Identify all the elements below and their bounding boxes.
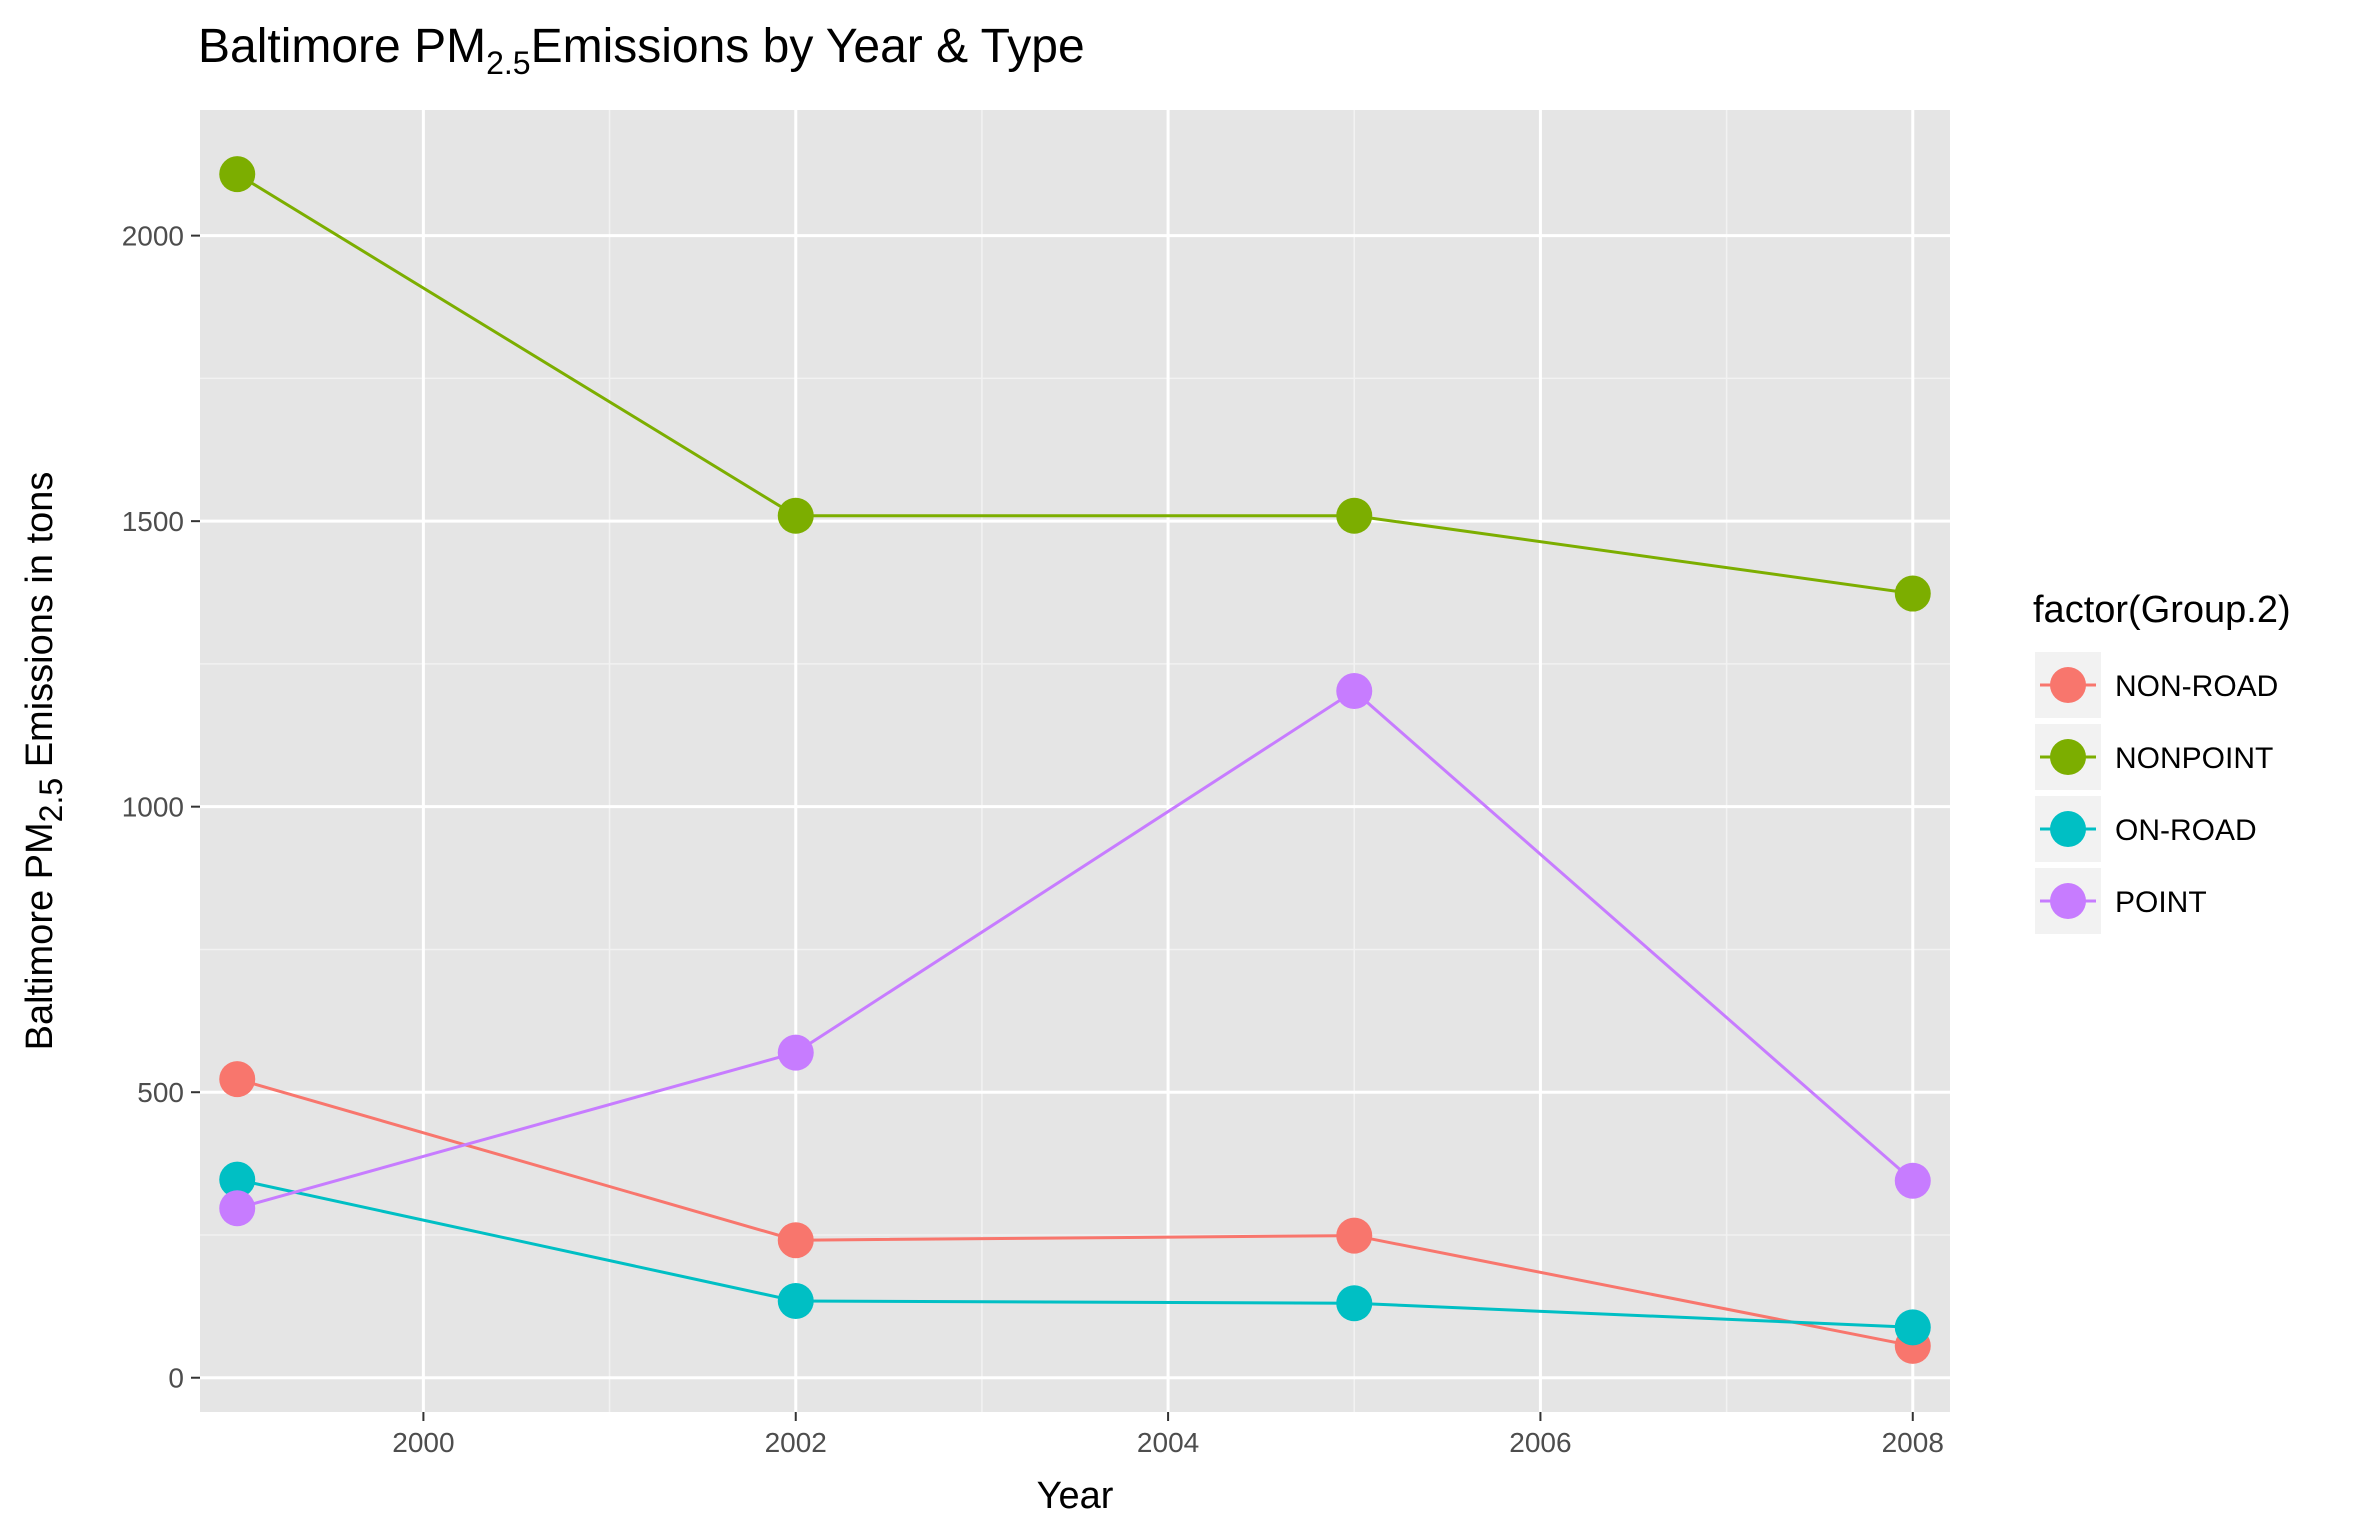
data-point-point — [1336, 673, 1373, 710]
chart-title: Baltimore PM2.5Emissions by Year & Type — [198, 20, 1085, 81]
chart-title-suffix: Emissions by Year & Type — [531, 20, 1085, 73]
y-tick-label: 0 — [168, 1363, 184, 1394]
data-point-on-road — [219, 1161, 256, 1198]
y-tick-label: 2000 — [122, 221, 184, 252]
legend-key-point — [2050, 883, 2086, 919]
data-point-point — [219, 1190, 256, 1227]
series-line-on-road — [236, 1178, 1913, 1329]
x-tick-label: 2002 — [765, 1427, 827, 1458]
y-axis-title-suffix: Emissions in tons — [19, 472, 61, 778]
x-tick-label: 2008 — [1882, 1427, 1944, 1458]
series-line-non-road — [236, 1077, 1914, 1348]
series-points — [219, 156, 1931, 1364]
data-point-point — [1894, 1162, 1931, 1199]
data-point-on-road — [777, 1283, 814, 1320]
data-point-nonpoint — [219, 156, 256, 193]
data-point-non-road — [777, 1222, 814, 1259]
chart-title-subscript: 2.5 — [486, 45, 530, 81]
data-point-nonpoint — [1336, 497, 1373, 534]
legend: NON-ROAD NONPOINT ON-ROAD POINT — [2035, 652, 2278, 934]
y-tick-label: 1000 — [122, 792, 184, 823]
y-axis-title-prefix: Baltimore PM — [19, 822, 61, 1050]
data-point-on-road — [1336, 1285, 1373, 1322]
series-lines — [236, 172, 1914, 1348]
plot-panel — [200, 110, 1950, 1412]
x-tick-label: 2000 — [392, 1427, 454, 1458]
legend-label: POINT — [2115, 886, 2207, 919]
x-tick-label: 2006 — [1509, 1427, 1571, 1458]
legend-item-point: POINT — [2035, 868, 2207, 934]
data-point-non-road — [1336, 1217, 1373, 1254]
legend-label: ON-ROAD — [2115, 814, 2257, 847]
legend-item-non-road: NON-ROAD — [2035, 652, 2278, 718]
x-tick-label: 2004 — [1137, 1427, 1199, 1458]
chart-title-prefix: Baltimore PM — [198, 20, 486, 73]
legend-item-on-road: ON-ROAD — [2035, 796, 2257, 862]
data-point-point — [777, 1034, 814, 1071]
data-point-nonpoint — [777, 497, 814, 534]
y-axis: 0 500 1000 1500 2000 — [122, 221, 200, 1394]
data-point-non-road — [219, 1061, 256, 1098]
data-point-nonpoint — [1894, 575, 1931, 612]
x-axis: 2000 2002 2004 2006 2008 — [392, 1412, 1944, 1458]
y-tick-label: 1500 — [122, 506, 184, 537]
y-axis-title-subscript: 2.5 — [33, 778, 69, 822]
legend-label: NON-ROAD — [2115, 670, 2278, 703]
legend-key-point — [2050, 811, 2086, 847]
x-axis-title: Year — [1037, 1475, 1114, 1517]
y-tick-label: 500 — [137, 1077, 184, 1108]
legend-label: NONPOINT — [2115, 742, 2273, 775]
data-point-on-road — [1894, 1309, 1931, 1346]
legend-key-point — [2050, 739, 2086, 775]
series-line-point — [236, 689, 1914, 1210]
legend-item-nonpoint: NONPOINT — [2035, 724, 2273, 790]
legend-title: factor(Group.2) — [2033, 589, 2291, 631]
legend-key-point — [2050, 667, 2086, 703]
y-axis-title: Baltimore PM2.5 Emissions in tons — [19, 472, 69, 1051]
series-line-nonpoint — [236, 172, 1913, 596]
